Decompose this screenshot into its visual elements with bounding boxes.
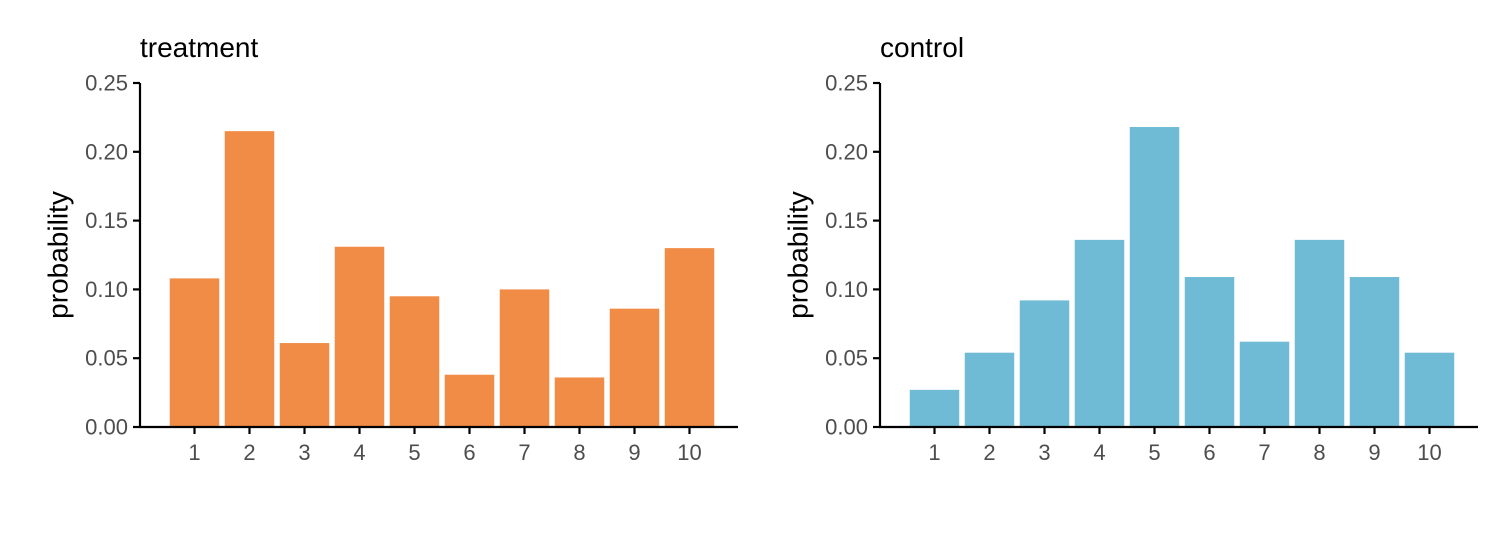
y-tick-label: 0.25 [825,71,868,96]
x-tick-label: 1 [928,440,940,465]
bar-3 [279,343,330,427]
x-tick-label: 1 [188,440,200,465]
bar-2 [224,131,275,427]
bar-10 [1404,352,1455,427]
bar-5 [389,296,440,427]
y-tick-label: 0.05 [825,346,868,371]
x-tick-label: 2 [983,440,995,465]
bar-6 [444,374,495,427]
y-axis-title: probability [783,191,814,319]
y-axis-title: probability [43,191,74,319]
x-tick-label: 10 [677,440,701,465]
bar-4 [1074,239,1125,427]
y-tick-label: 0.10 [825,277,868,302]
x-tick-label: 3 [1038,440,1050,465]
y-tick-label: 0.15 [825,208,868,233]
x-tick-label: 8 [573,440,585,465]
bar-1 [169,278,220,427]
panel-title: control [880,32,964,63]
bar-3 [1019,300,1070,427]
bar-1 [909,389,960,427]
y-tick-label: 0.05 [85,346,128,371]
bar-8 [554,377,605,427]
bar-2 [964,352,1015,427]
bar-6 [1184,277,1235,427]
panel-title: treatment [140,32,258,63]
bar-10 [664,248,715,427]
x-tick-label: 9 [1368,440,1380,465]
bar-9 [609,308,660,427]
y-tick-label: 0.20 [825,139,868,164]
bar-5 [1129,127,1180,427]
y-tick-label: 0.00 [85,415,128,440]
x-tick-label: 3 [298,440,310,465]
y-tick-label: 0.00 [825,415,868,440]
x-tick-label: 10 [1417,440,1441,465]
chart-panel-2: 0.00 0.05 0.10 0.15 0.20 0.25 1 2 3 4 5 6 7 8 9 10 contr… [783,32,1478,465]
chart-panel-1: 0.00 0.05 0.10 0.15 0.20 0.25 1 2 3 4 5 6 7 8 9 10 treat… [43,32,738,465]
x-tick-label: 7 [518,440,530,465]
bar-7 [1239,341,1290,427]
x-tick-label: 5 [408,440,420,465]
x-tick-label: 8 [1313,440,1325,465]
x-tick-label: 4 [353,440,365,465]
y-tick-label: 0.20 [85,139,128,164]
x-tick-label: 4 [1093,440,1105,465]
x-tick-label: 5 [1148,440,1160,465]
x-tick-label: 7 [1258,440,1270,465]
y-tick-label: 0.25 [85,71,128,96]
y-tick-label: 0.10 [85,277,128,302]
bar-7 [499,289,550,427]
x-tick-label: 6 [1203,440,1215,465]
x-tick-label: 6 [463,440,475,465]
x-tick-label: 9 [628,440,640,465]
bar-9 [1349,277,1400,427]
y-tick-label: 0.15 [85,208,128,233]
bar-4 [334,246,385,427]
bar-8 [1294,239,1345,427]
x-tick-label: 2 [243,440,255,465]
